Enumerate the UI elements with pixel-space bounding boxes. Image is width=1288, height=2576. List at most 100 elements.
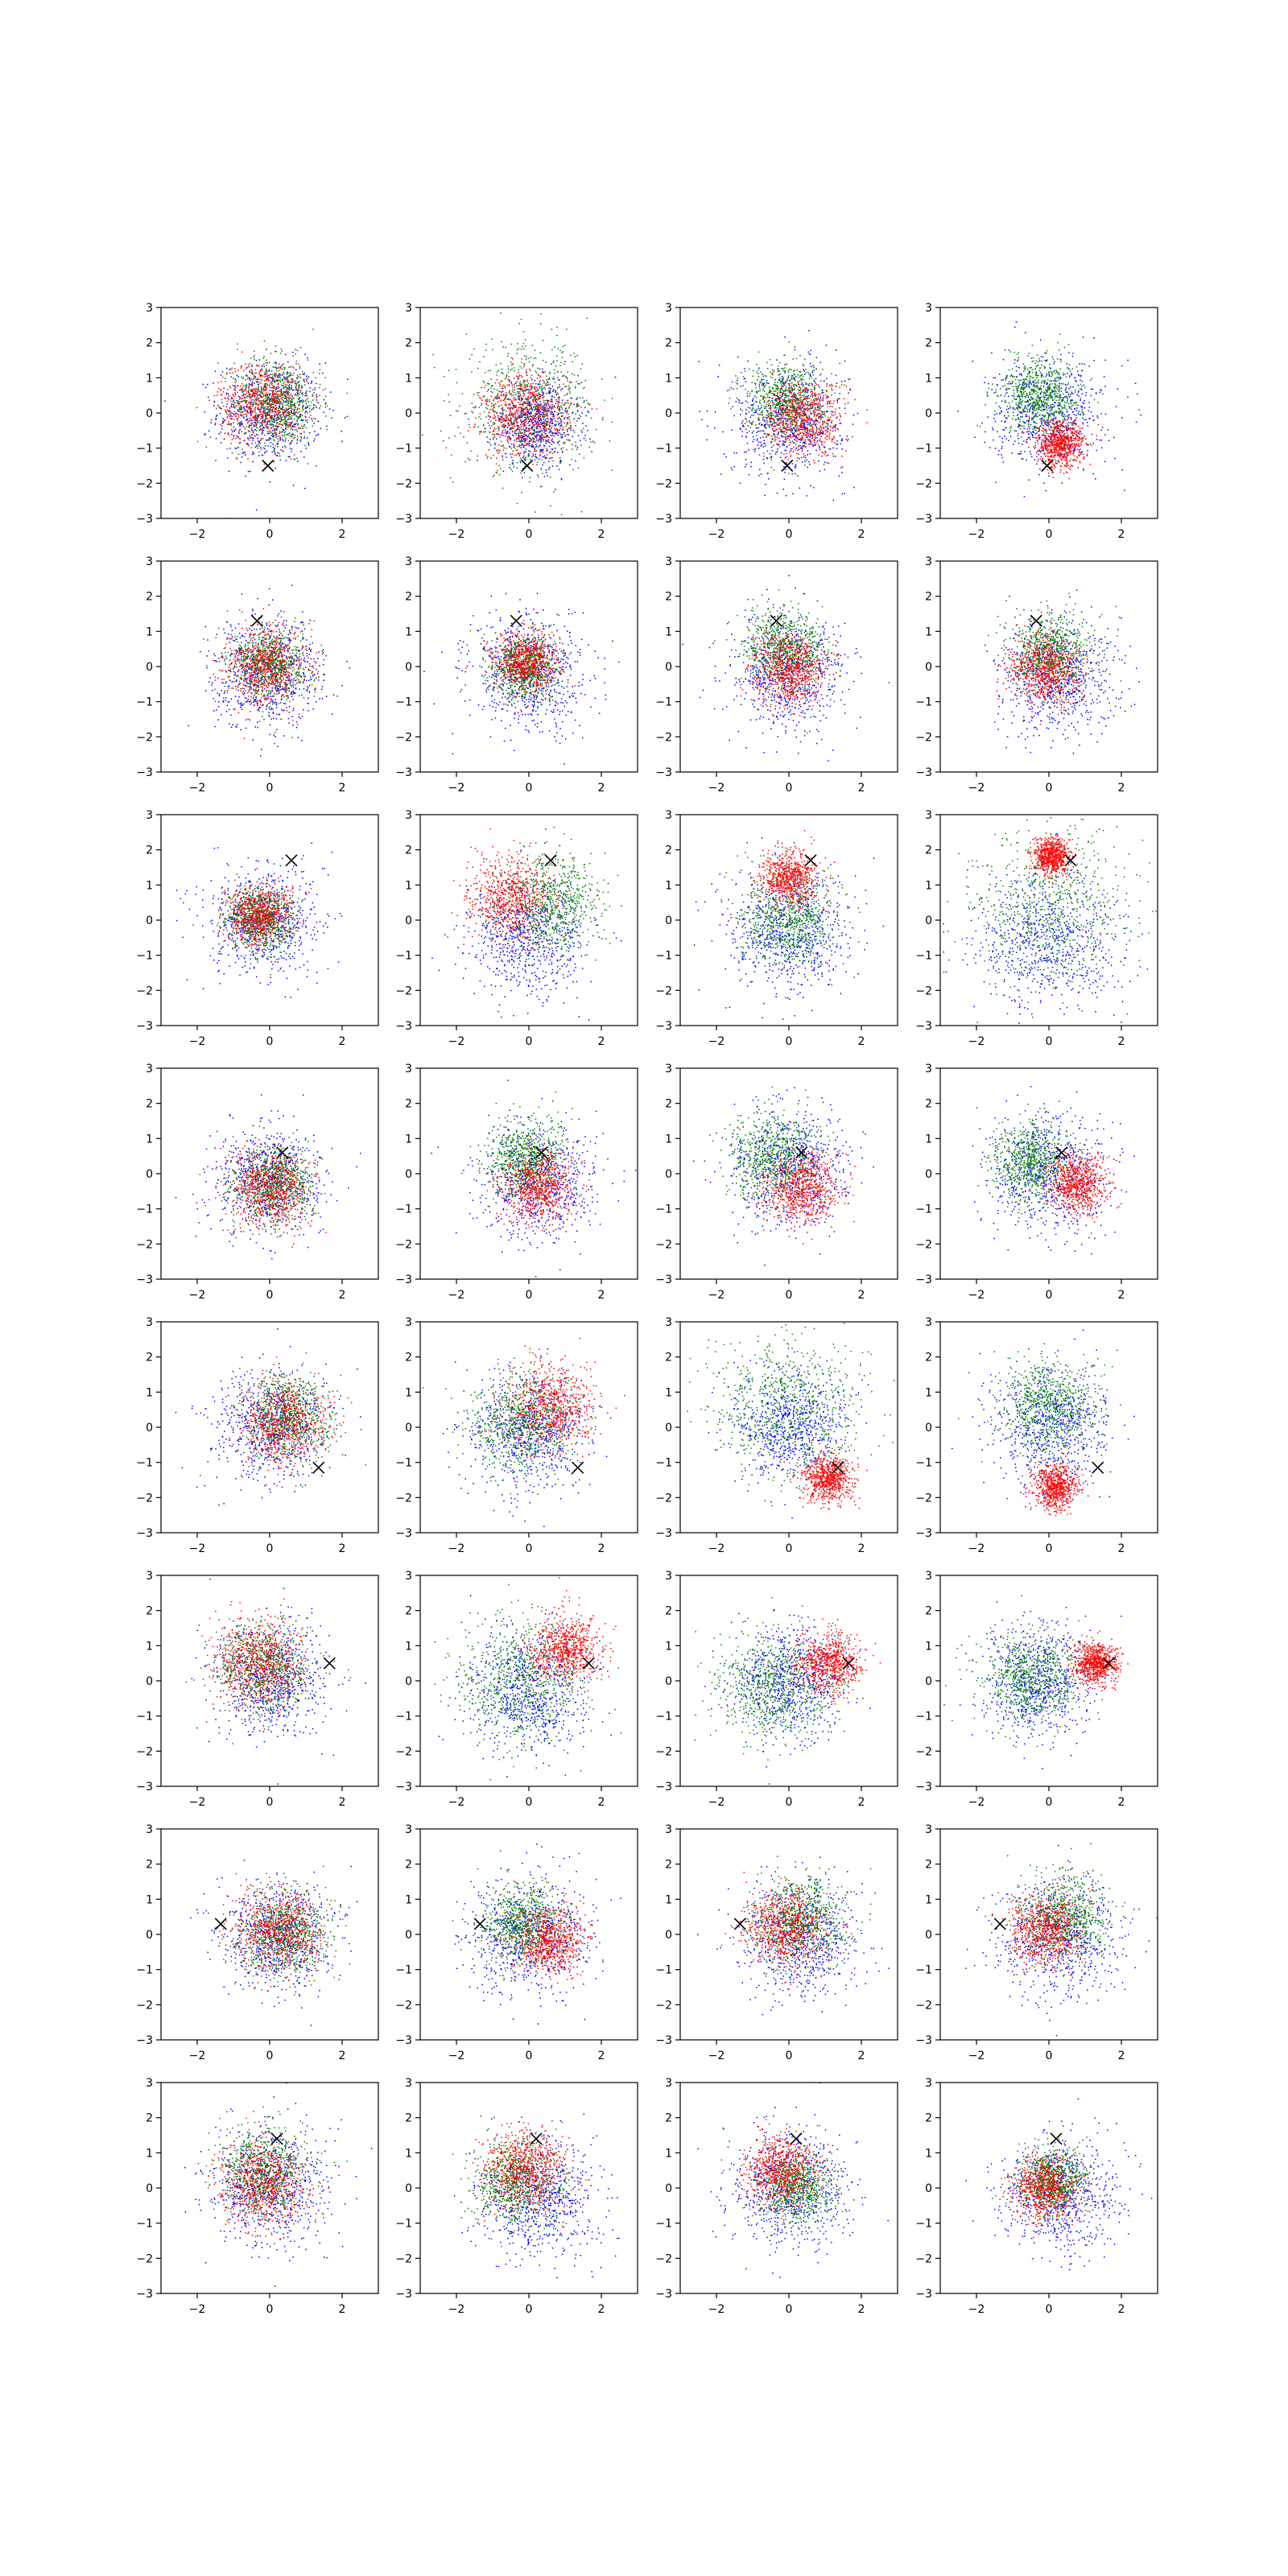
scatter-point [546,450,547,452]
scatter-point [485,401,487,402]
scatter-point [544,456,546,457]
scatter-point [543,382,545,383]
scatter-point [240,442,242,444]
scatter-point [234,379,236,381]
scatter-point [562,388,564,390]
y-tick-label: 1 [146,372,153,385]
scatter-point [287,382,289,384]
scatter-point [775,454,777,456]
scatter-point [221,394,223,396]
scatter-point [791,421,793,423]
scatter-point [319,395,320,397]
scatter-point [295,395,297,397]
scatter-point [566,412,568,414]
scatter-point [314,439,316,440]
scatter-point [261,389,262,390]
scatter-point [765,484,766,485]
scatter-point [502,420,504,422]
scatter-point [537,421,539,423]
scatter-point [530,357,532,358]
scatter-point [287,397,288,398]
scatter-point [483,431,485,433]
scatter-point [277,403,279,405]
scatter-point [248,413,250,415]
scatter-point [550,390,551,392]
scatter-point [758,475,760,477]
scatter-point [535,436,536,437]
scatter-point [249,386,250,388]
scatter-point [283,363,284,365]
scatter-point [279,405,281,407]
scatter-point [266,419,267,420]
scatter-point [275,362,276,364]
scatter-point [528,456,530,457]
scatter-point [797,475,799,477]
scatter-point [237,369,239,371]
scatter-point [532,441,534,443]
scatter-point [549,407,551,408]
scatter-point [532,399,534,401]
scatter-point [288,440,290,442]
scatter-point [275,387,277,389]
scatter-point [277,446,279,448]
scatter-point [520,457,522,459]
scatter-point [300,427,302,429]
scatter-point [512,402,514,404]
scatter-point [559,417,560,419]
scatter-point [288,417,290,419]
scatter-point [252,440,254,441]
scatter-point [204,411,205,413]
scatter-point [257,420,258,422]
scatter-point [268,380,270,382]
scatter-point [269,361,270,363]
scatter-point [504,386,506,388]
scatter-point [559,444,560,446]
scatter-point [536,435,538,436]
scatter-point [529,481,530,483]
scatter-point [477,394,479,396]
scatter-point [267,445,269,447]
scatter-point [270,442,272,444]
scatter-point [535,357,537,359]
scatter-point [327,429,328,431]
scatter-point [819,470,821,472]
scatter-point [526,443,527,444]
scatter-point [262,433,263,435]
scatter-point [259,415,261,417]
scatter-point [522,382,524,383]
scatter-point [810,485,811,487]
scatter-point [528,383,530,385]
scatter-point [275,428,277,430]
scatter-point [283,407,284,409]
scatter-point [809,464,811,465]
scatter-point [559,413,561,415]
scatter-point [522,436,523,437]
scatter-point [522,423,523,424]
scatter-point [261,402,262,403]
scatter-point [502,456,504,458]
scatter-point [539,445,541,447]
scatter-point [541,430,543,431]
scatter-point [516,441,518,443]
scatter-point [266,360,267,361]
scatter-point [229,386,231,387]
scatter-point [524,430,526,431]
scatter-point [575,387,576,389]
scatter-point [819,428,820,430]
scatter-point [547,415,549,417]
scatter-point [226,407,228,408]
scatter-point [791,377,793,378]
scatter-point [483,396,485,398]
scatter-point [263,396,265,398]
scatter-point [528,453,530,455]
scatter-point [273,387,275,389]
scatter-point [795,349,796,351]
scatter-point [254,407,256,409]
scatter-point [215,371,217,373]
scatter-point [527,409,529,411]
scatter-point [221,381,222,382]
scatter-point [297,377,299,378]
scatter-point [525,407,526,408]
scatter-point [761,445,762,447]
scatter-point [254,419,255,421]
